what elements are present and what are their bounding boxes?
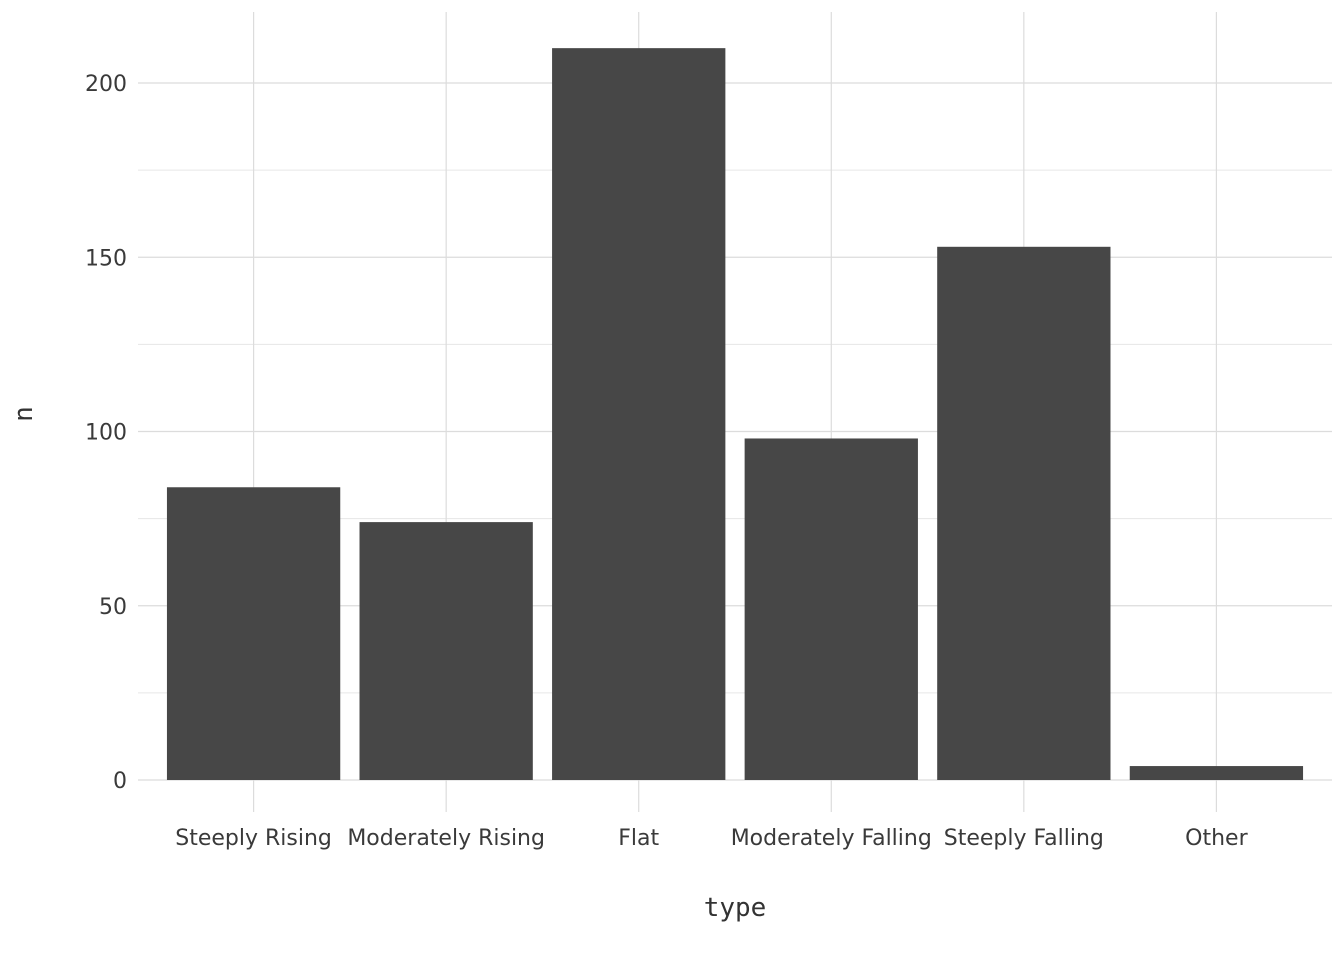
x-tick-label: Steeply Rising (175, 826, 332, 851)
bar-moderately-rising (359, 522, 533, 780)
bar-other (1129, 766, 1304, 780)
x-tick-label: Steeply Falling (944, 826, 1104, 851)
bars (166, 48, 1304, 781)
x-axis-title: type (704, 893, 767, 923)
y-tick-label: 200 (85, 72, 127, 97)
y-tick-label: 50 (99, 595, 127, 620)
y-tick-label: 150 (85, 246, 127, 271)
x-tick-label: Moderately Rising (347, 826, 545, 851)
x-axis-tick-labels: Steeply Rising Moderately Rising Flat Moder… (175, 826, 1248, 851)
y-tick-label: 100 (85, 421, 127, 446)
y-axis-title: n (9, 406, 39, 422)
x-tick-label: Flat (618, 826, 659, 851)
bar-moderately-falling (744, 438, 918, 780)
bar-steeply-rising (166, 487, 341, 780)
x-tick-label: Other (1185, 826, 1248, 851)
x-tick-label: Moderately Falling (731, 826, 932, 851)
y-tick-label: 0 (113, 769, 127, 794)
bar-steeply-falling (937, 246, 1111, 781)
y-axis-tick-labels: 0 50 100 150 200 (85, 72, 127, 794)
bar-flat (552, 48, 726, 780)
